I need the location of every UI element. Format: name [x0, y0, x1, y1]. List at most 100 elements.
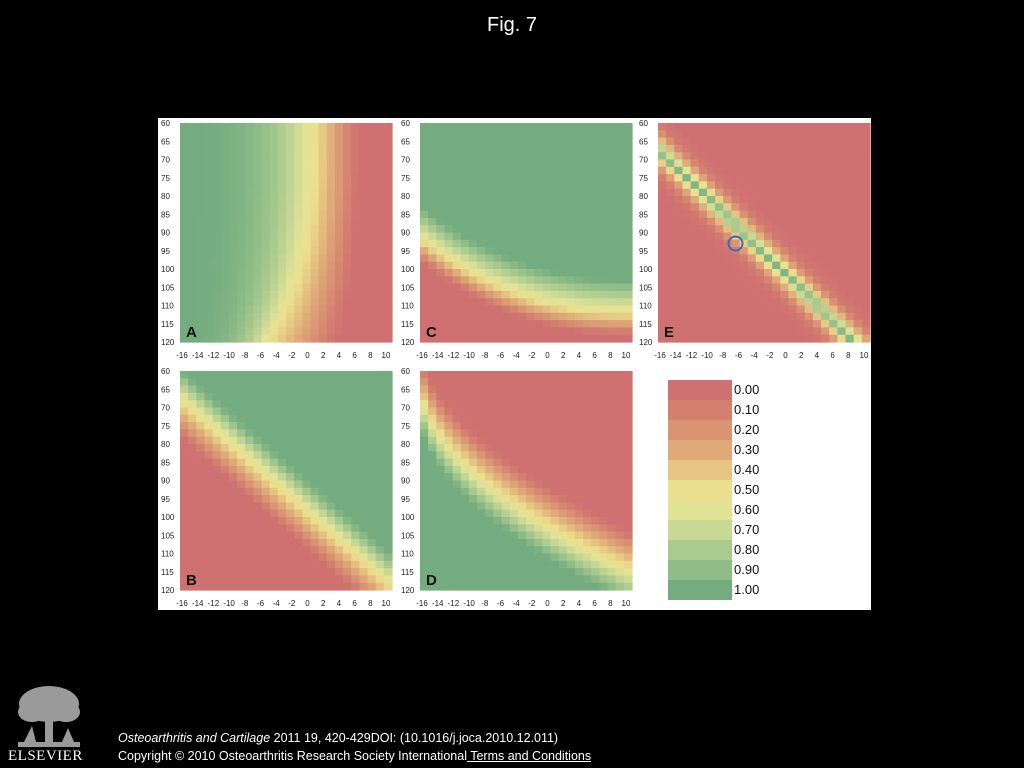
- heatmap-cell: [623, 181, 633, 190]
- heatmap-cell: [468, 392, 478, 401]
- heatmap-cell: [318, 451, 328, 460]
- heatmap-cell: [698, 305, 708, 314]
- heatmap-cell: [715, 232, 724, 241]
- heatmap-cell: [658, 196, 667, 204]
- heatmap-cell: [310, 400, 320, 409]
- heatmap-cell: [477, 159, 486, 168]
- heatmap-cell: [550, 210, 560, 219]
- heatmap-cell: [343, 239, 352, 248]
- heatmap-cell: [747, 217, 757, 226]
- heatmap-cell: [501, 436, 511, 445]
- heatmap-cell: [558, 407, 568, 416]
- heatmap-cell: [245, 283, 254, 292]
- heatmap-cell: [804, 232, 814, 241]
- heatmap-cell: [253, 436, 263, 445]
- heatmap-cell: [452, 400, 462, 409]
- heatmap-cell: [574, 531, 584, 540]
- heatmap-cell: [253, 166, 263, 175]
- heatmap-cell: [829, 210, 838, 219]
- heatmap-cell: [180, 517, 189, 525]
- heatmap-cell: [591, 269, 600, 277]
- y-tick-label: 120: [401, 586, 415, 595]
- heatmap-cell: [698, 232, 708, 241]
- heatmap-cell: [591, 305, 600, 314]
- heatmap-cell: [666, 276, 675, 285]
- heatmap-cell: [261, 560, 271, 569]
- heatmap-cell: [302, 371, 312, 379]
- heatmap-cell: [468, 188, 478, 197]
- heatmap-cell: [460, 188, 470, 197]
- heatmap-cell: [188, 538, 197, 547]
- heatmap-cell: [228, 210, 238, 219]
- heatmap-cell: [375, 196, 385, 204]
- heatmap-cell: [534, 196, 543, 204]
- heatmap-cell: [310, 239, 320, 248]
- heatmap-cell: [196, 560, 206, 569]
- heatmap-cell: [666, 305, 675, 314]
- heatmap-cell: [460, 524, 470, 533]
- heatmap-cell: [615, 239, 625, 248]
- heatmap-cell: [468, 451, 478, 460]
- heatmap-cell: [666, 283, 675, 292]
- heatmap-cell: [526, 465, 535, 474]
- y-tick-label: 120: [161, 338, 175, 347]
- heatmap-cell: [375, 436, 385, 445]
- heatmap-cell: [351, 269, 360, 277]
- heatmap-cell: [428, 166, 437, 175]
- heatmap-cell: [245, 531, 254, 540]
- heatmap-cell: [796, 152, 806, 161]
- heatmap-cell: [715, 217, 724, 226]
- heatmap-cell: [715, 254, 724, 263]
- heatmap-cell: [220, 495, 230, 503]
- heatmap-cell: [574, 144, 584, 153]
- x-tick-label: 0: [783, 351, 788, 360]
- heatmap-cell: [485, 225, 494, 234]
- heatmap-cell: [517, 232, 527, 241]
- heatmap-cell: [188, 487, 197, 496]
- heatmap-cell: [599, 538, 609, 547]
- heatmap-cell: [196, 465, 206, 474]
- heatmap-cell: [812, 123, 822, 131]
- heatmap-cell: [583, 509, 592, 518]
- heatmap-cell: [294, 283, 303, 292]
- heatmap-cell: [780, 123, 790, 131]
- heatmap-cell: [706, 298, 716, 307]
- heatmap-cell: [196, 502, 206, 511]
- heatmap-cell: [845, 123, 855, 131]
- heatmap-cell: [574, 553, 584, 562]
- heatmap-cell: [821, 152, 830, 161]
- heatmap-cell: [607, 495, 617, 503]
- heatmap-cell: [452, 269, 462, 277]
- heatmap-cell: [666, 188, 675, 197]
- heatmap-cell: [277, 560, 287, 569]
- heatmap-cell: [615, 232, 625, 241]
- heatmap-cell: [534, 320, 543, 328]
- heatmap-cell: [318, 196, 328, 204]
- heatmap-cell: [367, 217, 377, 226]
- heatmap-cell: [666, 159, 675, 168]
- heatmap-cell: [302, 480, 312, 489]
- terms-link[interactable]: Terms and Conditions: [466, 749, 592, 763]
- heatmap-cell: [772, 123, 781, 131]
- heatmap-cell: [796, 298, 806, 307]
- heatmap-cell: [706, 320, 716, 328]
- heatmap-cell: [723, 290, 732, 299]
- heatmap-cell: [583, 538, 592, 547]
- heatmap-cell: [452, 290, 462, 299]
- heatmap-cell: [196, 290, 206, 299]
- heatmap-cell: [674, 217, 684, 226]
- legend-row: 0.80: [668, 540, 788, 560]
- x-tick-label: -14: [670, 351, 682, 360]
- heatmap-cell: [493, 582, 503, 591]
- heatmap-cell: [607, 524, 617, 533]
- heatmap-cell: [550, 203, 560, 212]
- heatmap-cell: [682, 174, 692, 182]
- heatmap-cell: [566, 247, 576, 255]
- heatmap-cell: [343, 451, 352, 460]
- heatmap-cell: [220, 429, 230, 438]
- heatmap-cell: [228, 473, 238, 482]
- heatmap-cell: [294, 546, 303, 555]
- heatmap-cell: [739, 290, 749, 299]
- x-tick-label: 0: [305, 599, 310, 608]
- heatmap-cell: [444, 320, 454, 328]
